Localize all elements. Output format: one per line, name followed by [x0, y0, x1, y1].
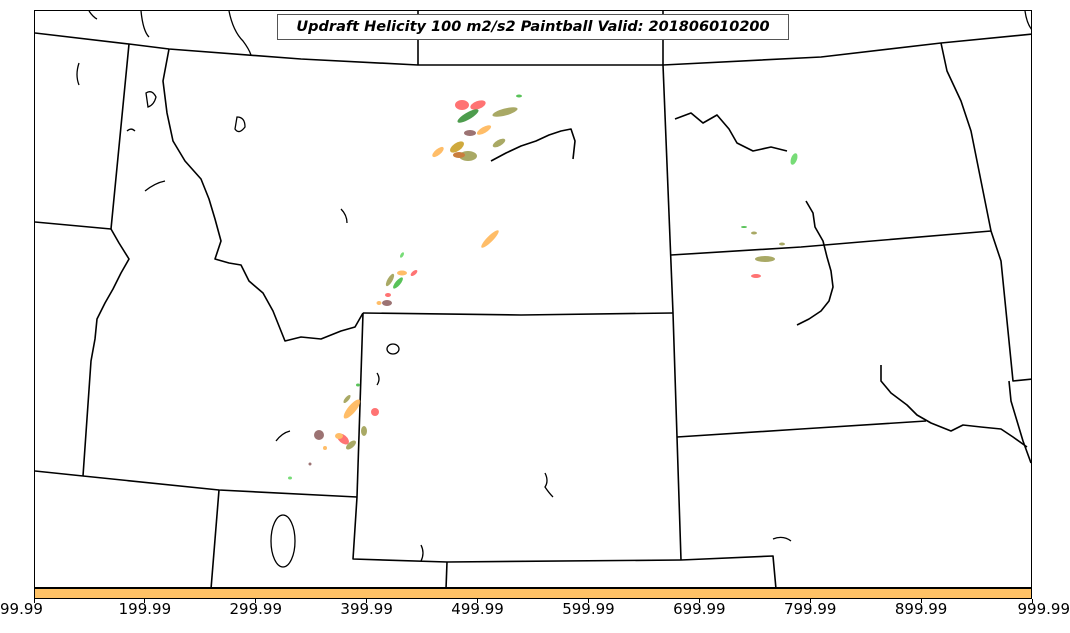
lake	[234, 116, 246, 133]
river-missouri-sd	[880, 365, 1028, 448]
lake-yellowstone	[386, 343, 400, 355]
swath	[397, 270, 407, 276]
lake	[76, 62, 80, 86]
lake	[376, 372, 380, 386]
colorbar	[34, 588, 1032, 599]
map-canvas	[35, 11, 1031, 587]
swath	[356, 383, 360, 387]
state-border-idaho-wyoming	[356, 312, 364, 498]
map-title: Updraft Helicity 100 m2/s2 Paintball Val…	[277, 14, 789, 40]
lake	[228, 11, 252, 56]
swath	[450, 141, 464, 153]
swath	[343, 399, 361, 419]
swath	[393, 277, 403, 289]
lake	[145, 91, 157, 108]
swath	[751, 231, 757, 235]
swath	[457, 109, 479, 123]
lake	[772, 536, 792, 542]
lake	[340, 208, 348, 224]
swath	[343, 394, 351, 404]
swath	[288, 476, 292, 480]
lake	[1024, 11, 1031, 30]
swath	[308, 462, 312, 466]
swath	[492, 107, 518, 117]
colorbar-tick-mark	[33, 599, 35, 603]
state-border-wyoming-south	[352, 496, 682, 563]
colorbar-tick-label: 399.99	[340, 600, 393, 618]
swath	[453, 152, 465, 158]
swath	[470, 100, 486, 110]
river-missouri-nd	[796, 200, 834, 326]
colorbar-tick-label: 999.99	[1017, 600, 1070, 618]
swath	[751, 274, 761, 278]
state-border-idaho-montana	[162, 48, 364, 342]
state-border-north-south-dakota	[670, 230, 992, 256]
state-border-utah-colorado	[445, 561, 448, 587]
swath	[371, 408, 379, 416]
swath	[410, 270, 418, 276]
colorbar-tick-label: 299.99	[229, 600, 283, 618]
lake	[275, 430, 291, 442]
state-border-montana-wyoming	[362, 312, 674, 316]
colorbar-tick-mark	[1031, 599, 1033, 603]
state-border-idaho-south	[82, 475, 358, 498]
lake	[140, 11, 150, 38]
state-border	[35, 43, 130, 230]
swath	[432, 146, 444, 158]
colorbar-tick-mark	[255, 599, 257, 603]
state-border-nevada	[35, 470, 84, 477]
colorbar-tick-mark	[144, 599, 146, 603]
state-border-nevada-utah	[210, 489, 220, 587]
colorbar-tick-mark	[809, 599, 811, 603]
state-border-minnesota	[940, 42, 1031, 382]
swath	[755, 256, 775, 262]
swath	[476, 125, 492, 135]
swath	[376, 301, 382, 305]
swath	[481, 230, 499, 248]
swath	[361, 426, 367, 436]
colorbar-tick-label: 499.99	[451, 600, 504, 618]
colorbar-tick-label: 799.99	[783, 600, 837, 618]
swath	[741, 226, 747, 228]
swath	[455, 100, 469, 110]
swath	[346, 440, 356, 450]
swath	[385, 293, 391, 297]
swath	[790, 153, 798, 165]
lake	[144, 180, 166, 192]
colorbar-tick-mark	[587, 599, 589, 603]
colorbar-tick-label: 199.99	[118, 600, 172, 618]
colorbar-tick-mark	[366, 599, 368, 603]
river-missouri-nd-west	[674, 112, 788, 152]
map-panel	[34, 10, 1032, 588]
paintball-swaths	[288, 94, 798, 480]
swath	[335, 433, 343, 439]
swath	[314, 430, 324, 440]
state-border-nebraska-south	[680, 555, 777, 587]
state-border-south-dakota-nebraska	[676, 420, 927, 438]
swath	[382, 300, 392, 306]
colorbar-tick-label: 699.99	[673, 600, 726, 618]
swath	[492, 138, 506, 148]
colorbar-tick-mark	[477, 599, 479, 603]
swath	[464, 130, 476, 136]
swath	[385, 273, 395, 287]
state-border-idaho-west	[82, 228, 130, 477]
state-border-iowa	[1008, 380, 1031, 464]
lake	[270, 514, 296, 568]
colorbar-tick-label: 899.99	[894, 600, 948, 618]
lake	[126, 128, 136, 132]
colorbar-tick-label: 599.99	[562, 600, 615, 618]
lake	[420, 544, 424, 562]
colorbar-tick-label: 99.99	[0, 600, 43, 618]
colorbar-tick-mark	[698, 599, 700, 603]
river-fort-peck	[490, 128, 576, 162]
swath	[323, 446, 327, 450]
lake	[544, 472, 554, 498]
swath	[779, 242, 785, 246]
colorbar-tick-mark	[920, 599, 922, 603]
state-border-montana-dakota	[662, 64, 674, 314]
lake	[88, 11, 98, 20]
swath	[400, 252, 404, 258]
swath	[516, 94, 522, 98]
